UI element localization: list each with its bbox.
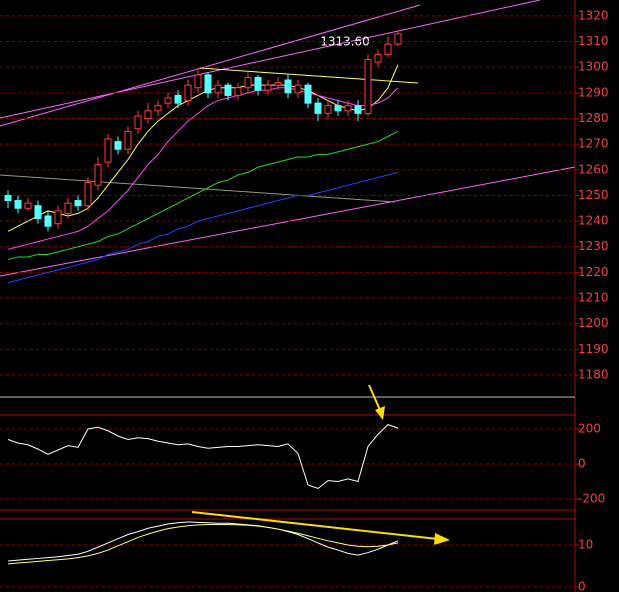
candle-body <box>224 84 232 96</box>
candle-body <box>394 33 402 45</box>
candle-body <box>204 74 212 94</box>
y-tick-label: 1210 <box>578 291 609 305</box>
candle-body <box>344 105 352 112</box>
y-tick-label: 10 <box>578 538 593 552</box>
candle-body <box>374 53 382 63</box>
annotation-arrows <box>191 384 450 545</box>
candle-body <box>234 87 242 96</box>
series-line <box>7 424 399 490</box>
series-line <box>7 130 399 261</box>
candle-body <box>4 194 12 202</box>
candle-body <box>184 84 192 102</box>
y-tick-label: 1280 <box>578 111 609 125</box>
arrow <box>191 511 439 540</box>
y-tick-label: 1230 <box>578 239 609 253</box>
y-tick-label: 0 <box>578 579 586 592</box>
candle-body <box>304 84 312 104</box>
series-line <box>7 87 399 250</box>
candle-body <box>324 105 332 114</box>
arrowhead <box>375 406 385 420</box>
candle-body <box>44 215 52 227</box>
y-tick-label: 0 <box>578 456 586 470</box>
candle-body <box>34 205 42 220</box>
candle-body <box>174 94 182 104</box>
trendline <box>0 4 421 127</box>
arrow <box>368 384 381 411</box>
candle-body <box>164 97 172 104</box>
candle-body <box>354 105 362 114</box>
y-tick-label: 200 <box>578 421 601 435</box>
trendline <box>0 174 396 203</box>
candle-body <box>104 138 112 163</box>
candle-body <box>194 74 202 89</box>
y-tick-label: 1290 <box>578 85 609 99</box>
candle-body <box>364 59 372 114</box>
candle-body <box>214 84 222 94</box>
y-tick-label: 1250 <box>578 188 609 202</box>
trendline <box>0 0 541 119</box>
candle-body <box>274 82 282 86</box>
y-tick-label: 1320 <box>578 8 609 22</box>
candle-body <box>154 105 162 112</box>
y-tick-label: 1200 <box>578 316 609 330</box>
candle-body <box>124 130 132 150</box>
candle-body <box>24 202 32 209</box>
arrowhead <box>434 533 450 545</box>
candle-body <box>54 210 62 225</box>
candle-body <box>314 102 322 114</box>
y-tick-label: 1310 <box>578 34 609 48</box>
candle-body <box>294 84 302 94</box>
candle-body <box>264 84 272 91</box>
trendline <box>199 67 419 84</box>
series-line <box>7 523 399 565</box>
series-line <box>7 521 399 562</box>
candle-body <box>74 200 82 207</box>
series-line <box>7 64 399 232</box>
y-tick-label: 1260 <box>578 162 609 176</box>
candle-body <box>84 182 92 207</box>
y-tick-label: 1300 <box>578 60 609 74</box>
candle-body <box>384 43 392 55</box>
y-tick-label: 1270 <box>578 137 609 151</box>
candle-body <box>134 115 142 130</box>
y-tick-label: 1190 <box>578 342 609 356</box>
candle-body <box>284 79 292 94</box>
y-tick-label: 1240 <box>578 214 609 228</box>
trendlines <box>0 0 576 277</box>
y-tick-label: 1180 <box>578 367 609 381</box>
candle-body <box>114 141 122 150</box>
candle-body <box>244 76 252 89</box>
candle-body <box>64 202 72 214</box>
candle-body <box>144 110 152 119</box>
candle-body <box>254 76 262 91</box>
candle-body <box>94 164 102 186</box>
trendline <box>0 166 576 277</box>
candle-body <box>14 200 22 209</box>
y-tick-label: 1220 <box>578 265 609 279</box>
series-line <box>7 171 399 284</box>
y-tick-label: -200 <box>578 491 605 505</box>
candle-body <box>334 105 342 112</box>
